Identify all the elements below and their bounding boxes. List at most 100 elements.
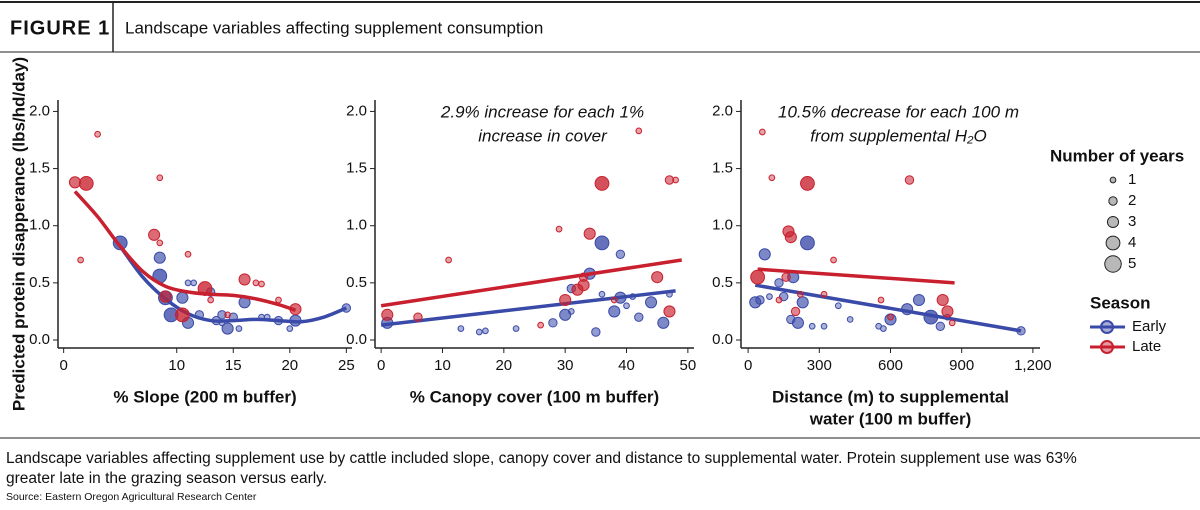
data-point xyxy=(555,225,563,233)
data-point xyxy=(758,248,771,261)
data-point xyxy=(591,327,601,337)
annotation: from supplemental H₂O xyxy=(810,126,987,145)
trend-line xyxy=(757,267,955,285)
data-point xyxy=(482,327,489,335)
x-tick-label: 50 xyxy=(680,357,697,374)
data-point xyxy=(790,306,801,317)
data-point xyxy=(830,256,837,264)
data-point xyxy=(224,311,231,319)
data-point xyxy=(672,176,679,184)
size-legend-label: 4 xyxy=(1128,234,1136,251)
data-point xyxy=(615,249,626,259)
data-point xyxy=(286,325,294,332)
annotation: 10.5% decrease for each 100 m xyxy=(778,102,1019,121)
size-legend-swatch xyxy=(1105,235,1121,251)
y-tick-label: 1.0 xyxy=(712,217,733,234)
data-point xyxy=(774,278,784,288)
data-point xyxy=(800,176,815,191)
x-tick-label: 0 xyxy=(377,357,385,374)
data-point xyxy=(594,235,610,251)
y-tick-label: 0.0 xyxy=(712,331,733,348)
data-point xyxy=(755,295,765,305)
x-tick-label: 600 xyxy=(878,357,903,374)
data-point xyxy=(567,308,575,315)
size-legend-swatch xyxy=(1106,215,1120,229)
data-point xyxy=(800,235,815,251)
size-legend-title: Number of years xyxy=(1050,146,1184,165)
data-point xyxy=(877,296,885,304)
data-point xyxy=(94,130,101,138)
data-point xyxy=(238,273,251,286)
data-point xyxy=(598,290,606,298)
data-point xyxy=(634,312,644,322)
data-point xyxy=(834,302,842,310)
data-point xyxy=(768,174,776,182)
data-point xyxy=(781,272,791,282)
y-tick-label: 2.0 xyxy=(712,102,733,119)
caption-line: Landscape variables affecting supplement… xyxy=(6,450,1077,467)
x-axis-label: % Slope (200 m buffer) xyxy=(113,387,296,406)
y-tick-label: 1.5 xyxy=(712,160,733,177)
data-point xyxy=(176,291,189,304)
y-tick-label: 0.5 xyxy=(29,274,50,291)
data-point xyxy=(207,296,215,304)
data-point xyxy=(608,305,621,318)
caption-line: greater late in the grazing season versu… xyxy=(6,470,327,487)
data-point xyxy=(663,305,676,318)
data-point xyxy=(174,307,190,323)
trend-line xyxy=(118,245,348,324)
data-point xyxy=(583,227,596,240)
data-point xyxy=(159,290,172,303)
data-point xyxy=(413,312,423,322)
data-point xyxy=(78,176,94,191)
data-point xyxy=(258,280,265,288)
data-point xyxy=(941,305,954,318)
y-tick-label: 1.0 xyxy=(29,217,50,234)
data-point xyxy=(559,293,572,307)
x-tick-label: 1,200 xyxy=(1014,357,1052,374)
y-tick-label: 1.5 xyxy=(29,160,50,177)
y-tick-label: 0.5 xyxy=(346,274,367,291)
trend-line xyxy=(380,289,676,327)
data-point xyxy=(846,316,854,323)
data-point xyxy=(381,308,394,321)
y-tick-label: 2.0 xyxy=(29,102,50,119)
data-point xyxy=(275,296,282,304)
data-point xyxy=(594,176,610,191)
data-point xyxy=(775,296,783,304)
y-tick-label: 1.5 xyxy=(346,160,367,177)
data-point xyxy=(766,293,773,300)
size-legend-label: 1 xyxy=(1128,171,1136,188)
data-point xyxy=(912,293,926,307)
data-point xyxy=(784,231,797,244)
x-tick-label: 10 xyxy=(168,357,185,374)
x-tick-label: 900 xyxy=(949,357,974,374)
x-tick-label: 15 xyxy=(225,357,242,374)
data-point xyxy=(759,128,766,136)
data-point xyxy=(904,175,915,185)
x-tick-label: 20 xyxy=(495,357,512,374)
legend-marker xyxy=(1100,320,1114,334)
data-point xyxy=(808,322,816,330)
trend-line xyxy=(380,258,682,308)
color-legend-title: Season xyxy=(1090,293,1150,312)
data-point xyxy=(948,319,956,327)
data-point xyxy=(156,174,164,182)
data-point xyxy=(935,321,946,331)
x-tick-label: 10 xyxy=(434,357,451,374)
data-point xyxy=(475,328,483,336)
y-tick-label: 0.0 xyxy=(346,331,367,348)
source: Source: Eastern Oregon Agricultural Rese… xyxy=(6,491,257,503)
data-point xyxy=(221,322,234,335)
size-legend-swatch xyxy=(1108,196,1118,206)
data-point xyxy=(936,293,949,307)
data-point xyxy=(623,302,630,310)
data-point xyxy=(796,296,809,309)
data-point xyxy=(148,228,161,241)
data-point xyxy=(664,175,675,185)
x-axis-label: Distance (m) to supplemental xyxy=(772,387,1009,406)
y-tick-label: 0.0 xyxy=(29,331,50,348)
data-point xyxy=(184,279,192,287)
data-point xyxy=(190,279,198,287)
data-point xyxy=(635,127,643,135)
